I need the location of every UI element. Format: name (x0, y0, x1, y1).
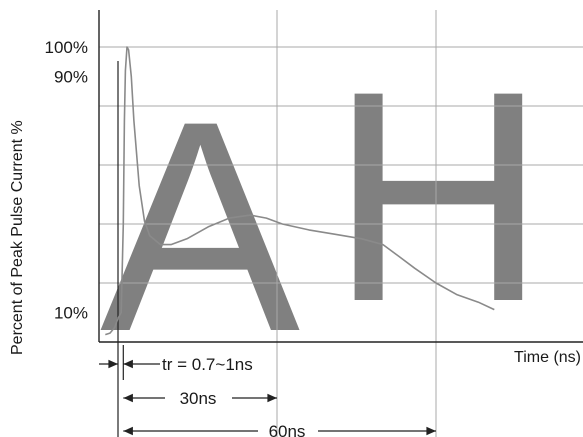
span60-right-arrowhead (426, 426, 436, 436)
tr-left-arrowhead (108, 359, 118, 369)
series-layer (105, 46, 495, 336)
span60-left-arrowhead (123, 426, 133, 436)
y-tick-label: 90% (54, 68, 88, 87)
span30-right-arrowhead (267, 393, 277, 403)
grid (99, 10, 583, 437)
axes (98, 10, 583, 437)
svg-text:H: H (330, 28, 547, 364)
y-axis-title: Percent of Peak Pulse Current % (9, 120, 26, 355)
span30-label: 30ns (180, 389, 217, 408)
y-tick-label: 100% (45, 38, 88, 57)
tr-right-arrowhead (123, 359, 133, 369)
tr-label: tr = 0.7~1ns (162, 355, 253, 374)
span30-left-arrowhead (123, 393, 133, 403)
pulse-curve (105, 318, 119, 336)
x-axis-title: Time (ns) (514, 349, 581, 366)
watermark: A H (100, 28, 547, 394)
svg-text:A: A (100, 58, 302, 394)
timing-annotations: tr = 0.7~1ns 30ns 60ns (99, 355, 436, 437)
span60-label: 60ns (269, 422, 306, 437)
pulse-curve (117, 46, 495, 319)
y-tick-label: 10% (54, 304, 88, 323)
tick-labels: 100% 90% 10% (45, 38, 88, 323)
